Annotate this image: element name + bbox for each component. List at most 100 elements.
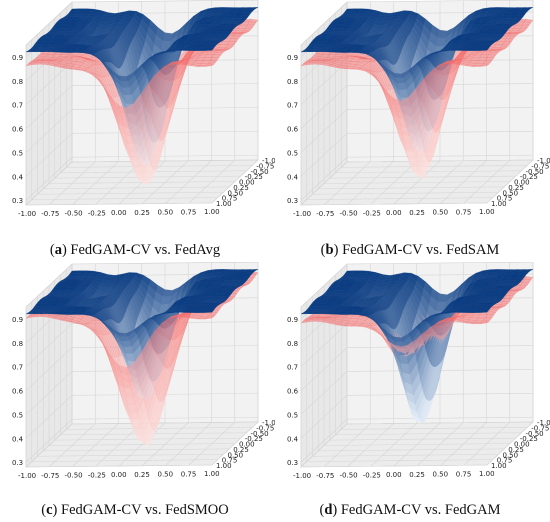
surfaces [300, 7, 534, 179]
y-tick-label: -0.25 [245, 435, 263, 443]
caption-letter-c: c [46, 502, 53, 518]
z-tick-label: 0.9 [12, 316, 23, 324]
panel-c: -1.00 -0.75 -0.50 -0.25 0.00 0.25 0.50 0.75 1.00… [0, 262, 275, 497]
z-tick-label: 0.9 [12, 54, 23, 62]
x-tick-label: -0.25 [363, 209, 381, 217]
z-tick-label: 0.3 [12, 459, 23, 467]
tick-labels: -1.00 -0.75 -0.50 -0.25 0.00 0.25 0.50 0.75 1.00… [287, 54, 550, 218]
z-tick-label: 0.7 [287, 102, 298, 110]
x-tick-label: 0.25 [409, 209, 425, 217]
panel-b: -1.00 -0.75 -0.50 -0.25 0.00 0.25 0.50 0.75 1.00… [275, 0, 550, 235]
panel-a: -1.00 -0.75 -0.50 -0.25 0.00 0.25 0.50 0.75 1.00… [0, 0, 275, 235]
x-tick-label: 0.50 [158, 471, 174, 479]
surface-facet [479, 47, 490, 51]
x-tick-label: 0.50 [433, 209, 449, 217]
z-tick-label: 0.7 [12, 102, 23, 110]
y-tick-label: 0.00 [514, 179, 530, 187]
x-tick-label: 0.50 [158, 209, 174, 217]
z-tick-label: 0.8 [287, 78, 298, 86]
y-tick-label: 0.00 [239, 179, 255, 187]
panel-d: -1.00 -0.75 -0.50 -0.25 0.00 0.25 0.50 0.75 1.00… [275, 262, 550, 497]
caption-b: (b) FedGAM-CV vs. FedSAM [320, 242, 500, 258]
y-tick-label: -0.50 [251, 168, 269, 176]
y-tick-label: 0.00 [239, 441, 255, 449]
x-tick-label: 0.25 [134, 209, 150, 217]
surfaces [300, 269, 534, 423]
x-tick-label: -0.50 [65, 210, 83, 218]
x-tick-label: -0.50 [340, 210, 358, 218]
x-tick-label: -0.75 [41, 472, 59, 480]
x-tick-label: 0.25 [134, 471, 150, 479]
z-tick-label: 0.8 [12, 78, 23, 86]
y-tick-label: 0.75 [497, 195, 513, 203]
caption-text-b: FedGAM-CV vs. FedSAM [342, 242, 500, 258]
z-tick-label: 0.9 [287, 54, 298, 62]
surface-plot-d: -1.00 -0.75 -0.50 -0.25 0.00 0.25 0.50 0.75 1.00… [287, 262, 550, 480]
caption-text-c: FedGAM-CV vs. FedSMOO [61, 502, 229, 518]
z-tick-label: 0.4 [12, 173, 24, 181]
caption-c: (c) FedGAM-CV vs. FedSMOO [41, 502, 229, 518]
caption-letter-a: a [54, 242, 62, 258]
y-tick-label: 0.75 [222, 457, 238, 465]
z-tick-label: 0.7 [12, 364, 23, 372]
z-tick-label: 0.4 [12, 435, 24, 443]
z-tick-label: 0.8 [12, 340, 23, 348]
x-tick-label: 1.00 [204, 208, 220, 216]
x-tick-label: 0.75 [181, 208, 197, 216]
surfaces [25, 7, 259, 185]
y-tick-label: 0.25 [508, 184, 524, 192]
z-tick-label: 0.6 [287, 126, 299, 134]
y-tick-label: -1.00 [262, 419, 275, 427]
y-tick-label: -0.50 [251, 430, 269, 438]
y-tick-label: 0.25 [233, 446, 249, 454]
y-tick-label: -0.75 [531, 162, 549, 170]
z-tick-label: 0.4 [287, 173, 299, 181]
x-tick-label: -1.00 [18, 210, 36, 218]
x-tick-label: 0.00 [111, 209, 127, 217]
y-tick-label: -1.00 [537, 157, 550, 165]
y-tick-label: -0.25 [520, 173, 538, 181]
y-tick-label: 0.50 [503, 189, 519, 197]
surface-plot-a: -1.00 -0.75 -0.50 -0.25 0.00 0.25 0.50 0.75 1.00… [12, 0, 275, 218]
y-tick-label: -0.25 [245, 173, 263, 181]
x-tick-label: 0.75 [181, 470, 197, 478]
x-tick-label: -0.75 [316, 210, 334, 218]
surface-plot-c: -1.00 -0.75 -0.50 -0.25 0.00 0.25 0.50 0.75 1.00… [12, 262, 275, 480]
x-tick-label: -0.25 [88, 209, 106, 217]
y-tick-label: -1.00 [262, 157, 275, 165]
surface-facet [204, 64, 214, 67]
y-tick-label: -0.75 [256, 162, 274, 170]
y-tick-label: 0.50 [228, 189, 244, 197]
y-tick-label: -0.75 [256, 424, 274, 432]
surface-plot-b: -1.00 -0.75 -0.50 -0.25 0.00 0.25 0.50 0.75 1.00… [287, 0, 550, 218]
surface-facet [204, 47, 215, 51]
surface-facet [204, 309, 215, 313]
x-tick-label: -1.00 [293, 210, 311, 218]
x-tick-label: -1.00 [18, 472, 36, 480]
z-tick-label: 0.5 [287, 149, 298, 157]
x-tick-label: 1.00 [204, 470, 220, 478]
y-tick-label: -0.50 [526, 168, 544, 176]
y-tick-label: 0.75 [222, 195, 238, 203]
tick-labels: -1.00 -0.75 -0.50 -0.25 0.00 0.25 0.50 0.75 1.00… [12, 316, 275, 480]
z-tick-label: 0.5 [12, 149, 23, 157]
surface-facet [204, 316, 214, 320]
surfaces [25, 269, 259, 446]
x-tick-label: 0.00 [111, 471, 127, 479]
y-tick-label: 1.00 [491, 200, 507, 208]
x-tick-label: -0.75 [41, 210, 59, 218]
tick-labels: -1.00 -0.75 -0.50 -0.25 0.00 0.25 0.50 0.75 1.00… [12, 54, 275, 218]
z-tick-label: 0.6 [12, 126, 24, 134]
surface-facet [479, 64, 489, 67]
y-tick-label: 1.00 [216, 200, 232, 208]
z-tick-label: 0.3 [287, 197, 298, 205]
caption-letter-b: b [325, 242, 334, 258]
x-tick-label: 0.75 [456, 208, 472, 216]
z-tick-label: 0.6 [12, 388, 24, 396]
y-tick-label: 0.25 [233, 184, 249, 192]
x-tick-label: -0.25 [88, 471, 106, 479]
z-tick-label: 0.5 [12, 411, 23, 419]
x-tick-label: 1.00 [479, 208, 495, 216]
y-tick-label: 1.00 [216, 462, 232, 470]
caption-a: (a) FedGAM-CV vs. FedAvg [49, 242, 221, 258]
